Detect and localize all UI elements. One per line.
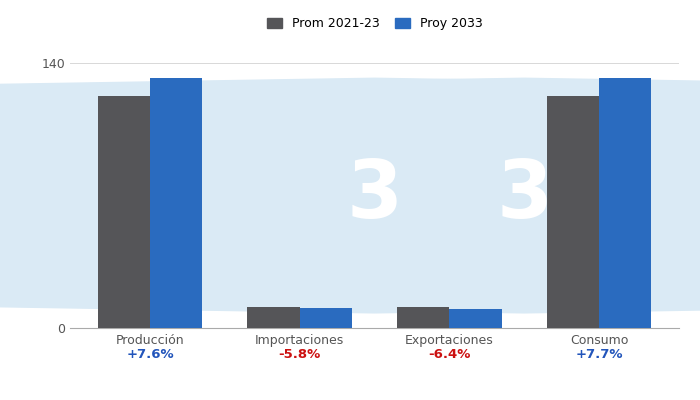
Text: 3: 3 xyxy=(346,156,402,234)
Text: +7.6%: +7.6% xyxy=(126,348,174,361)
Bar xyxy=(397,307,449,328)
Text: -5.8%: -5.8% xyxy=(279,348,321,361)
Bar xyxy=(98,96,150,328)
Text: 3: 3 xyxy=(496,156,552,234)
Bar xyxy=(247,307,300,328)
Bar xyxy=(449,308,502,328)
Polygon shape xyxy=(0,78,700,313)
Legend: Prom 2021-23, Proy 2033: Prom 2021-23, Proy 2033 xyxy=(262,12,487,35)
Bar xyxy=(599,78,651,328)
Text: -6.4%: -6.4% xyxy=(428,348,470,361)
Bar xyxy=(300,308,352,328)
Text: +7.7%: +7.7% xyxy=(575,348,623,361)
Polygon shape xyxy=(0,78,700,313)
Bar xyxy=(547,96,599,328)
Y-axis label: Millones de toneladas: Millones de toneladas xyxy=(20,120,33,256)
Bar xyxy=(150,78,202,328)
